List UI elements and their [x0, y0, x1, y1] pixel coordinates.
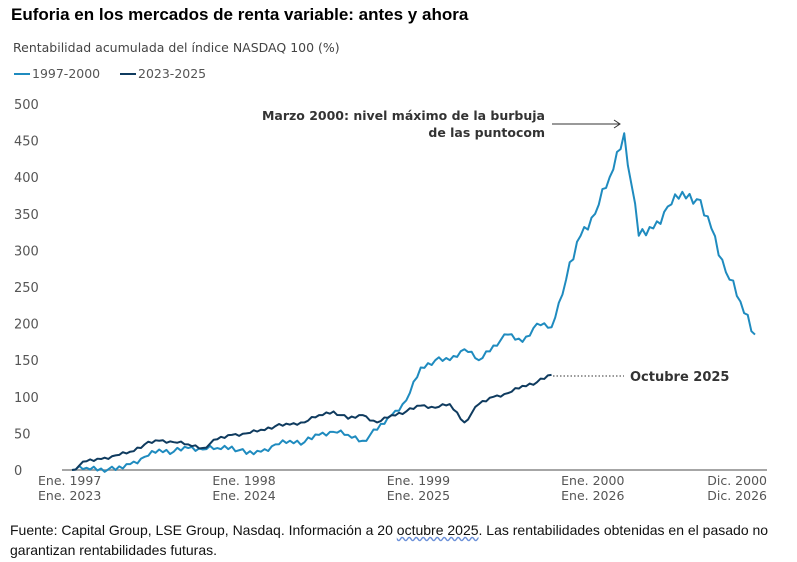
legend-label: 1997-2000 — [32, 66, 101, 81]
series-line-2023-2025 — [71, 373, 552, 471]
legend-swatch — [14, 72, 30, 75]
x-tick-label: Ene. 1998 — [212, 473, 275, 488]
x-tick-label: Ene. 2026 — [561, 488, 624, 503]
y-tick-label: 200 — [14, 318, 39, 333]
y-tick-label: 250 — [14, 281, 39, 296]
x-tick-label: Dic. 2026 — [707, 488, 767, 503]
arrow-head-icon — [613, 119, 621, 129]
legend-swatch — [120, 72, 136, 75]
peak-annotation-line1: Marzo 2000: nivel máximo de la burbuja — [262, 108, 545, 123]
x-tick-label: Ene. 2023 — [38, 488, 101, 503]
chart-subtitle: Rentabilidad acumulada del índice NASDAQ… — [13, 40, 340, 55]
y-tick-label: 300 — [14, 244, 39, 259]
legend-label: 2023-2025 — [138, 66, 207, 81]
y-tick-label: 50 — [14, 427, 31, 442]
legend-item-1997-2000: 1997-2000 — [14, 66, 100, 81]
y-tick-label: 350 — [14, 208, 39, 223]
y-tick-label: 150 — [14, 354, 39, 369]
x-tick-label: Ene. 1999 — [387, 473, 450, 488]
y-tick-label: 450 — [14, 135, 39, 150]
x-tick-label: Ene. 2024 — [212, 488, 275, 503]
x-tick-label: Ene. 2025 — [387, 488, 450, 503]
y-tick-label: 100 — [14, 391, 39, 406]
y-tick-label: 400 — [14, 171, 39, 186]
page-title: Euforia en los mercados de renta variabl… — [11, 5, 469, 24]
x-tick-label: Ene. 2000 — [561, 473, 624, 488]
y-tick-label: 500 — [14, 98, 39, 113]
peak-annotation-line2: de las puntocom — [428, 125, 545, 140]
october-annotation: Octubre 2025 — [630, 370, 729, 385]
series-line-1997-2000 — [71, 132, 756, 473]
x-tick-label: Ene. 1997 — [38, 473, 101, 488]
y-tick-label: 0 — [14, 464, 22, 479]
x-tick-label: Dic. 2000 — [707, 473, 767, 488]
legend-item-2023-2025: 2023-2025 — [120, 66, 206, 81]
footer-note: Fuente: Capital Group, LSE Group, Nasdaq… — [10, 522, 769, 558]
